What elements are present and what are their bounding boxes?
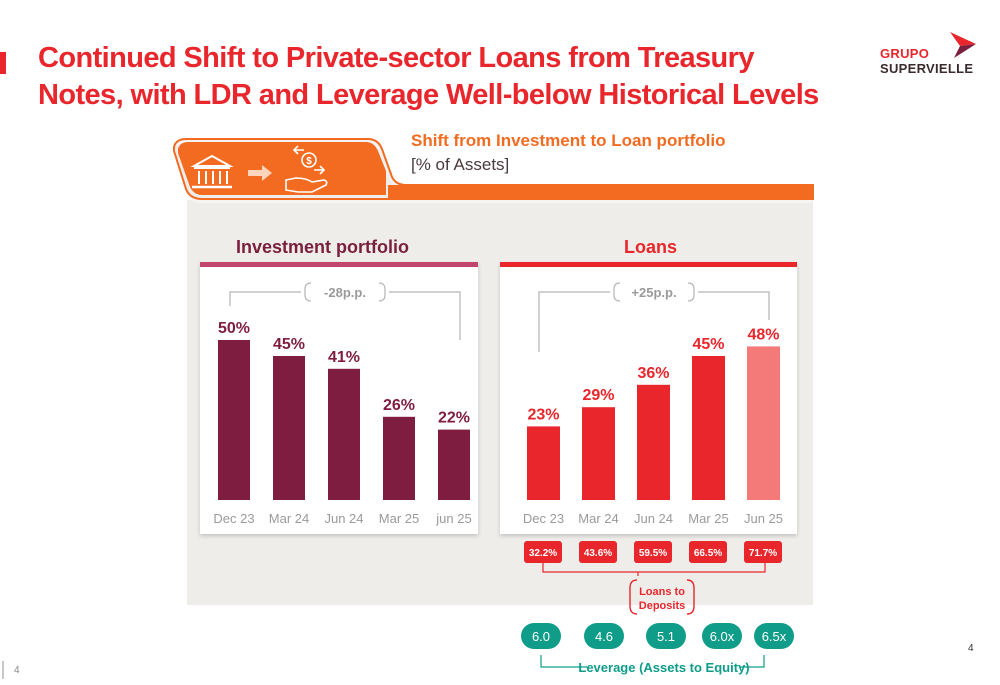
loans-x-tick-label: Dec 23 [523, 511, 564, 526]
loans-data-label: 29% [582, 387, 614, 404]
investment-x-tick-label: Mar 25 [379, 511, 419, 526]
investment-data-label: 50% [218, 320, 250, 337]
leverage-bracket-right [740, 655, 765, 668]
loans-annotation-paren-left [613, 282, 621, 302]
ldr-label-line2: Deposits [639, 600, 685, 612]
loans-bracket-left [538, 291, 610, 352]
section-tab [173, 138, 814, 203]
investment-bar [218, 340, 250, 500]
investment-annotation-paren-right [378, 282, 386, 302]
title-accent-bar [0, 52, 6, 74]
leverage-bracket-left [540, 655, 587, 668]
leverage-value: 6.5x [762, 629, 787, 644]
leverage-pill [584, 623, 624, 649]
leverage-pill [521, 623, 561, 649]
leverage-label: Leverage (Assets to Equity) [578, 660, 749, 675]
bank-icon [190, 154, 234, 189]
section-subtitle: [% of Assets] [411, 155, 510, 174]
investment-data-label: 22% [438, 410, 470, 427]
loans-x-tick-label: Jun 25 [744, 511, 783, 526]
ldr-box [524, 541, 562, 563]
arrow-right-icon [248, 165, 272, 181]
footer-divider [2, 661, 4, 679]
investment-annotation-paren-left [304, 282, 312, 302]
investment-change-annotation: -28p.p. [324, 285, 366, 300]
ldr-paren-left [629, 579, 638, 615]
leverage-pill [702, 623, 742, 649]
leverage-value: 4.6 [595, 629, 613, 644]
ldr-value: 32.2% [529, 548, 557, 559]
loans-annotation-paren-right [687, 282, 695, 302]
investment-portfolio-title: Investment portfolio [236, 237, 410, 257]
investment-bracket-left [229, 291, 301, 306]
grupo-supervielle-logo: GRUPO SUPERVIELLE [880, 30, 980, 80]
ldr-box [634, 541, 672, 563]
investment-bar [383, 416, 415, 500]
loans-x-tick-label: Jun 24 [634, 511, 673, 526]
investment-x-tick-label: Jun 24 [324, 511, 363, 526]
ldr-box [744, 541, 782, 563]
loans-bar [747, 346, 780, 500]
ldr-label-line1: Loans to [639, 586, 685, 598]
logo-line2: SUPERVIELLE [880, 61, 974, 76]
slide-title: Continued Shift to Private-sector Loans … [38, 42, 819, 111]
investment-bar [438, 429, 470, 500]
logo-line1: GRUPO [880, 46, 930, 61]
investment-x-tick-label: jun 25 [435, 511, 471, 526]
investment-data-label: 26% [383, 397, 415, 414]
ldr-box [689, 541, 727, 563]
investment-bar [273, 356, 305, 500]
loan-money-hand-icon: $ [285, 145, 328, 193]
loans-bar [692, 356, 725, 500]
svg-text:$: $ [306, 156, 312, 167]
investment-data-label: 41% [328, 349, 360, 366]
investment-data-label: 45% [273, 336, 305, 353]
ldr-value: 59.5% [639, 548, 667, 559]
loans-data-label: 36% [637, 365, 669, 382]
loans-data-label: 45% [692, 336, 724, 353]
leverage-pill [754, 623, 794, 649]
leverage-value: 5.1 [657, 629, 675, 644]
investment-bracket-right [389, 291, 461, 340]
loans-bar [527, 426, 560, 500]
leverage-value: 6.0x [710, 629, 735, 644]
ldr-value: 43.6% [584, 548, 612, 559]
investment-x-tick-label: Dec 23 [213, 511, 254, 526]
ldr-connector [542, 563, 766, 573]
loans-change-annotation: +25p.p. [631, 285, 676, 300]
ldr-paren-right [686, 579, 695, 615]
page-number-right: 4 [968, 643, 974, 654]
loans-data-label: 23% [527, 406, 559, 423]
loans-bar [582, 407, 615, 500]
loans-x-tick-label: Mar 25 [688, 511, 728, 526]
loans-data-label: 48% [747, 326, 779, 343]
loans-title: Loans [624, 237, 678, 257]
loans-x-tick-label: Mar 24 [578, 511, 618, 526]
page-number-left: 4 [14, 665, 20, 676]
ldr-box [579, 541, 617, 563]
ldr-value: 66.5% [694, 548, 722, 559]
loans-bracket-right [698, 291, 770, 320]
investment-x-tick-label: Mar 24 [269, 511, 309, 526]
leverage-pill [646, 623, 686, 649]
logo-mark-icon [950, 32, 976, 58]
investment-bar [328, 368, 360, 500]
section-title: Shift from Investment to Loan portfolio [411, 131, 726, 150]
ldr-value: 71.7% [749, 548, 777, 559]
leverage-value: 6.0 [532, 629, 550, 644]
loans-bar [637, 384, 670, 500]
